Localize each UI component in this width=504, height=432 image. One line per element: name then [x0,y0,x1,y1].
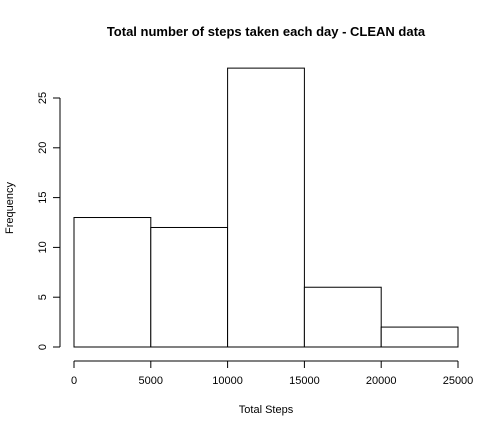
histogram-bar-1 [150,226,229,348]
bars-group [73,67,459,348]
y-tick-label: 0 [37,344,49,350]
chart-title: Total number of steps taken each day - C… [107,24,426,39]
x-tick-label: 25000 [443,375,474,387]
histogram-bar-4 [380,326,459,348]
histogram-bar-0 [73,217,152,348]
histogram-bar-2 [227,67,305,348]
x-tick-label: 20000 [366,375,397,387]
x-tick-label: 5000 [139,375,163,387]
x-tick-label: 0 [71,375,77,387]
y-tick-label: 10 [37,241,49,253]
y-tick-label: 5 [37,294,49,300]
x-tick-label: 15000 [289,375,320,387]
x-tick-label: 10000 [212,375,243,387]
y-tick-label: 20 [37,142,49,154]
y-tick-label: 15 [37,191,49,203]
y-tick-label: 25 [37,92,49,104]
x-axis: 0 5000 10000 15000 20000 25000 [71,360,474,387]
histogram-bar-3 [303,286,382,348]
y-axis-label: Frequency [4,182,16,234]
y-axis: 0 5 10 15 20 25 [37,92,61,350]
x-axis-label: Total Steps [239,404,294,416]
